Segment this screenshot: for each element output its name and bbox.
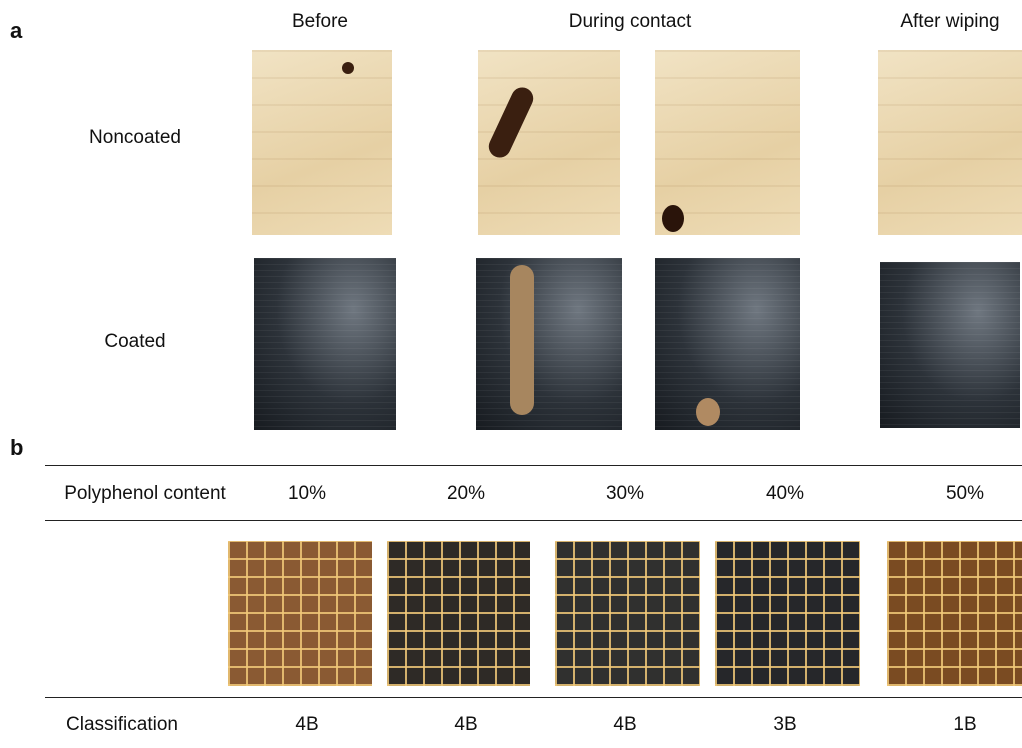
photo bbox=[254, 258, 396, 430]
photo bbox=[252, 50, 392, 235]
drop bbox=[662, 205, 684, 232]
classification-value: 4B bbox=[613, 714, 637, 735]
row-label: Classification bbox=[66, 714, 178, 735]
photo bbox=[880, 262, 1020, 428]
classification-value: 1B bbox=[953, 714, 977, 735]
rule bbox=[45, 465, 1022, 466]
photo bbox=[655, 50, 800, 235]
drop bbox=[510, 265, 534, 415]
content-value: 30% bbox=[605, 483, 645, 504]
column-label: During contact bbox=[568, 11, 692, 32]
content-value: 20% bbox=[446, 483, 486, 504]
rule bbox=[45, 697, 1022, 698]
content-value: 50% bbox=[945, 483, 985, 504]
photo bbox=[476, 258, 622, 430]
test-photo bbox=[715, 541, 860, 686]
classification-value: 3B bbox=[773, 714, 797, 735]
rule bbox=[45, 520, 1022, 521]
panel-label: a bbox=[10, 18, 23, 43]
photo bbox=[655, 258, 800, 430]
row-label: Coated bbox=[104, 331, 166, 352]
drop bbox=[696, 398, 720, 426]
row-label: Noncoated bbox=[89, 127, 181, 148]
column-label: After wiping bbox=[900, 11, 1000, 32]
test-photo bbox=[387, 541, 530, 686]
panel-label: b bbox=[10, 435, 24, 460]
content-value: 40% bbox=[765, 483, 805, 504]
photo bbox=[878, 50, 1022, 235]
test-photo bbox=[555, 541, 700, 686]
content-value: 10% bbox=[287, 483, 327, 504]
test-photo bbox=[228, 541, 372, 686]
drop bbox=[342, 62, 354, 74]
test-photo bbox=[887, 541, 1022, 686]
header-label: Polyphenol content bbox=[64, 483, 226, 504]
classification-value: 4B bbox=[454, 714, 478, 735]
classification-value: 4B bbox=[295, 714, 319, 735]
column-label: Before bbox=[292, 11, 348, 32]
